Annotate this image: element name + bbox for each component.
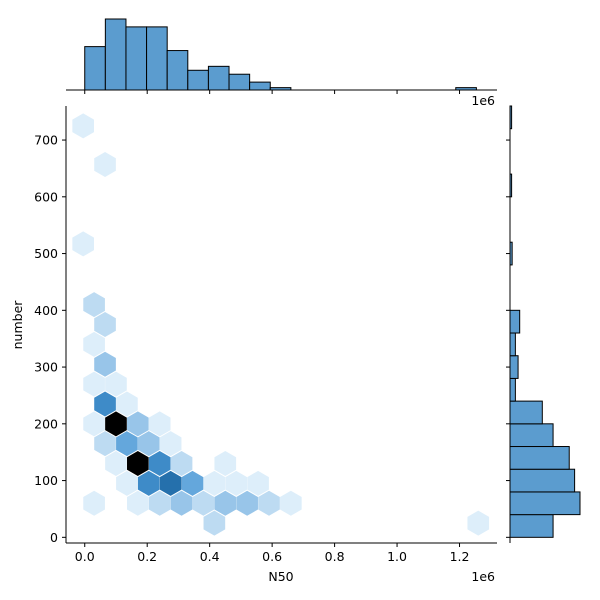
y-tick-label: 200 [34, 416, 58, 431]
hexbin-cell [83, 292, 105, 318]
right-hist-bar [509, 377, 516, 402]
right-hist-bar [509, 332, 516, 357]
y-tick-label: 300 [34, 360, 58, 375]
x-tick-label: 0.4 [200, 549, 220, 564]
x-tick-label: 1.2 [450, 549, 470, 564]
hexbin-cell [214, 451, 237, 477]
hexbin-cell [72, 113, 94, 139]
right-hist-bar [509, 514, 554, 538]
hexbin-cell [148, 451, 171, 477]
top-hist-bar [84, 46, 106, 91]
hexbin-cell [181, 470, 204, 496]
hexbin-cell [170, 451, 193, 477]
hexbin-cell [236, 490, 258, 516]
hexbin-cell [83, 411, 105, 437]
top-hist-bar [166, 50, 189, 91]
hexbin-cell [83, 490, 105, 516]
x-tick-label: 0.2 [137, 549, 157, 564]
right-hist-bar [509, 491, 581, 516]
x-tick-label: 1.0 [387, 549, 407, 564]
hexbin-cell [116, 391, 138, 417]
hexbin-cell [83, 331, 105, 357]
hexbin-cell [94, 391, 116, 417]
hexbin-cell [203, 510, 226, 536]
right-hist-bar [509, 400, 543, 425]
y-tick-label: 400 [34, 303, 58, 318]
hexbin-cell [127, 490, 149, 516]
y-tick-label: 500 [34, 246, 58, 261]
x-offset-label: 1e6 [471, 569, 495, 584]
right-hist-bar [509, 355, 519, 379]
hexbin-cell [105, 451, 127, 477]
hexbin-cell [94, 151, 116, 177]
x-tick-label: 0.8 [325, 549, 345, 564]
x-tick-label: 0.0 [75, 549, 95, 564]
y-tick-label: 600 [34, 189, 58, 204]
y-tick-label: 0 [50, 530, 58, 545]
hexbin-cell [116, 470, 138, 496]
right-hist-bar [509, 423, 554, 448]
top-hist-bar [228, 73, 251, 91]
hexbin-cell [467, 510, 490, 536]
hexbin-cell [105, 411, 127, 437]
hexbin-cell [127, 451, 149, 477]
hexbin-cell [280, 490, 302, 516]
right-hist-bar [509, 446, 570, 470]
main-hexbin-axes: 0.0 0.2 0.4 0.6 0.8 1.0 1.2 0 100 200 300 400 500 600… [34, 106, 497, 564]
top-offset-label: 1e6 [471, 93, 495, 108]
hexbin-cell [137, 431, 160, 457]
hexbin-cell [94, 351, 116, 377]
hexbin-cell [214, 490, 237, 516]
hexbin-cell [127, 411, 149, 437]
top-hist-bar [207, 65, 230, 91]
hexbin-cell [159, 470, 182, 496]
right-hist-bar [509, 468, 576, 493]
hexbin-cell [116, 431, 138, 457]
right-hist-bar [509, 309, 521, 334]
hexbin-cell [159, 431, 182, 457]
hexbin-cell [203, 470, 226, 496]
top-hist-bar [104, 18, 127, 91]
hexbin-cell [83, 371, 105, 397]
hexbin-cell [225, 470, 248, 496]
hexbin-cell [148, 411, 171, 437]
top-hist-bar [249, 81, 271, 91]
hexbin-cell [94, 312, 116, 337]
hexbin-cell [170, 490, 193, 516]
hexbin-cell [94, 431, 116, 457]
hexbin-cell [148, 490, 171, 516]
y-axis-label: number [10, 300, 25, 350]
hexbin-cell [72, 231, 94, 257]
y-tick-label: 700 [34, 133, 58, 148]
top-marginal-histogram [66, 18, 497, 94]
hexbin-cell [105, 371, 127, 397]
hexbin-cell [192, 490, 215, 516]
top-hist-bar [187, 69, 209, 91]
y-tick-label: 100 [34, 473, 58, 488]
hexbin-cell [258, 490, 280, 516]
top-hist-bar [125, 26, 148, 91]
x-axis-label: N50 [268, 569, 293, 584]
x-tick-label: 0.6 [262, 549, 282, 564]
top-hist-bar [146, 26, 168, 91]
hexbin-cell [137, 470, 160, 496]
right-marginal-histogram [506, 105, 581, 543]
hexbin-cell [247, 470, 269, 496]
